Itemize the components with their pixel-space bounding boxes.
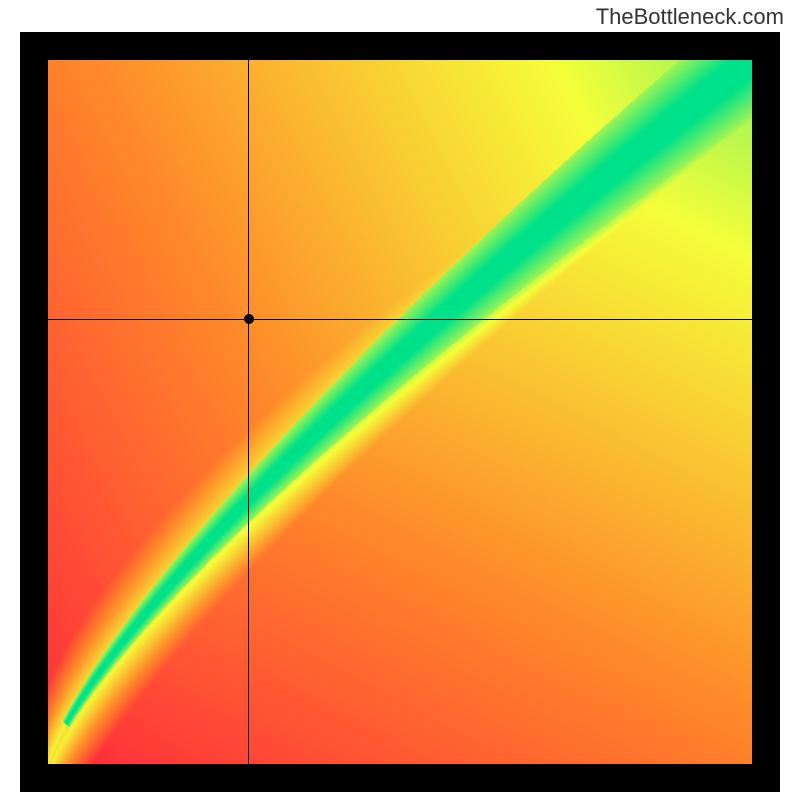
data-point [244,314,254,324]
plot-inner [48,60,752,764]
crosshair-vertical [248,60,249,764]
crosshair-horizontal [48,319,752,320]
heatmap-canvas [48,60,752,764]
plot-frame [20,32,780,792]
watermark-text: TheBottleneck.com [596,4,784,30]
